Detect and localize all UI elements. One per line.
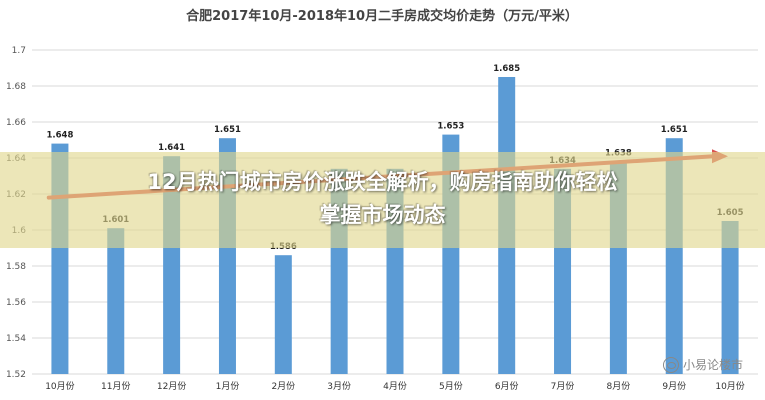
x-tick-label: 9月份: [662, 380, 686, 392]
bar: [721, 221, 739, 374]
x-tick-label: 12月份: [157, 380, 186, 392]
y-tick-label: 1.54: [6, 334, 26, 344]
headline-line-2: 掌握市场动态: [319, 203, 446, 227]
headline-banner: [0, 152, 765, 248]
data-label: 1.651: [661, 125, 688, 135]
bar: [107, 228, 125, 374]
watermark: 小易论楼市: [662, 356, 743, 373]
data-label: 1.641: [158, 143, 185, 153]
x-tick-label: 11月份: [101, 380, 130, 392]
chart-title: 合肥2017年10月-2018年10月二手房成交均价走势（万元/平米）: [186, 8, 578, 24]
y-tick-label: 1.7: [12, 46, 26, 56]
x-tick-label: 7月份: [551, 380, 575, 392]
headline-text: 12月热门城市房价涨跌全解析，购房指南助你轻松 掌握市场动态: [0, 166, 765, 232]
x-tick-label: 1月份: [216, 380, 240, 392]
data-label: 1.651: [214, 125, 241, 135]
bar: [274, 255, 292, 374]
x-axis-ticks: 10月份 11月份 12月份 1月份 2月份 3月份 4月份 5月份 6月份 7月份 8月份 9月份 1…: [45, 380, 745, 392]
data-label: 1.648: [46, 131, 73, 141]
y-tick-label: 1.52: [6, 370, 26, 380]
y-tick-label: 1.58: [6, 262, 26, 272]
x-tick-label: 5月份: [439, 380, 463, 392]
data-label: 1.653: [437, 122, 464, 132]
y-tick-label: 1.66: [6, 118, 26, 128]
x-tick-label: 3月份: [327, 380, 351, 392]
y-tick-label: 1.68: [6, 82, 26, 92]
watermark-text: 小易论楼市: [682, 358, 743, 372]
x-tick-label: 10月份: [715, 380, 744, 392]
x-tick-label: 6月份: [495, 380, 519, 392]
y-tick-label: 1.56: [6, 298, 26, 308]
x-tick-label: 4月份: [383, 380, 407, 392]
x-tick-label: 2月份: [271, 380, 295, 392]
headline-line-1: 12月热门城市房价涨跌全解析，购房指南助你轻松: [147, 170, 618, 194]
wechat-icon: [662, 356, 679, 373]
data-label: 1.685: [493, 64, 520, 74]
x-tick-label: 8月份: [607, 380, 631, 392]
x-tick-label: 10月份: [45, 380, 74, 392]
